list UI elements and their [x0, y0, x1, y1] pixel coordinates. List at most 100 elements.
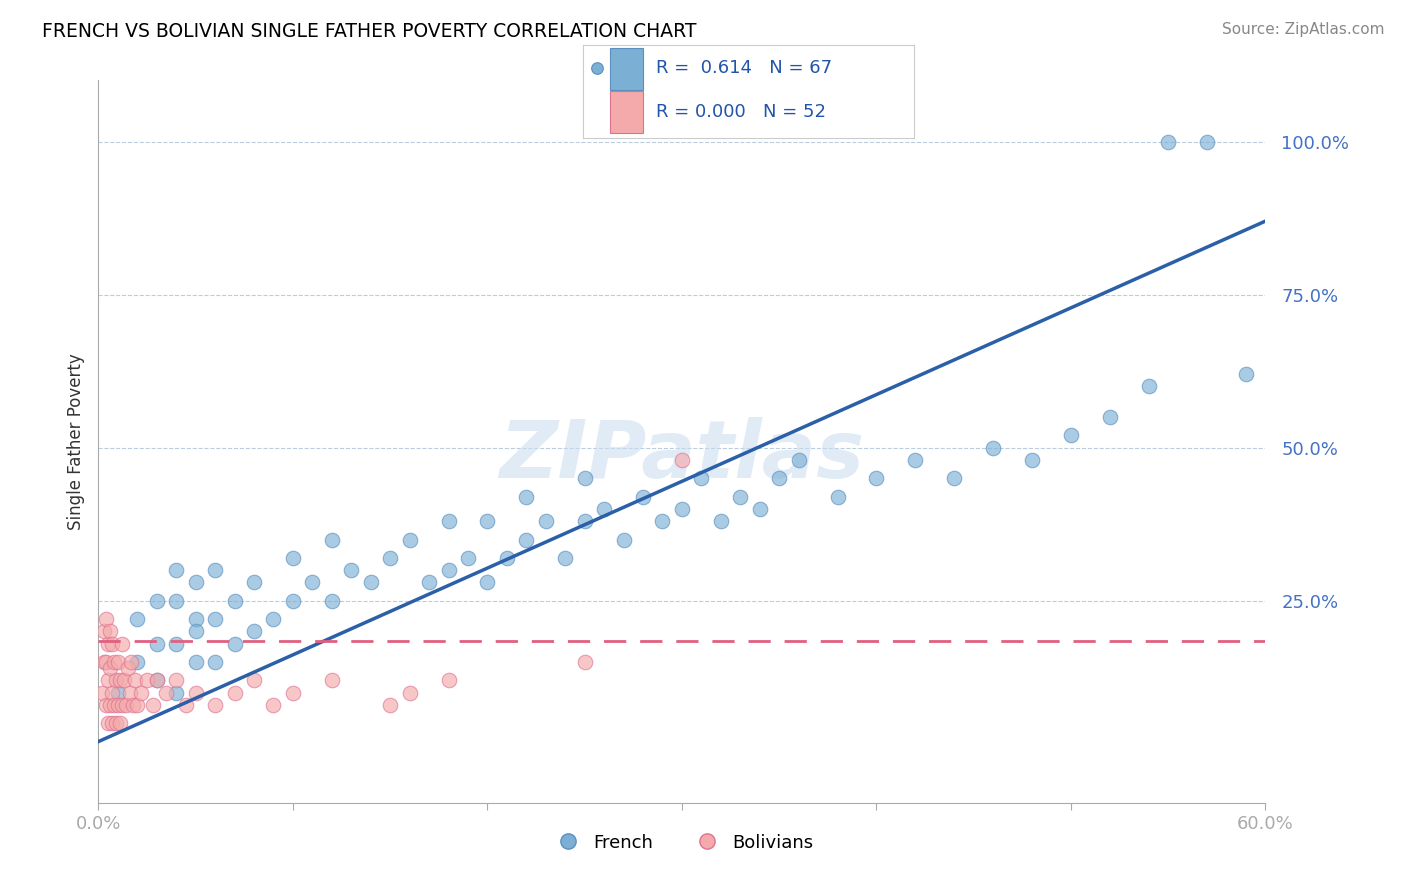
Point — [93, 655, 115, 669]
Point — [554, 550, 576, 565]
Point — [262, 612, 284, 626]
Point — [107, 685, 129, 699]
Point — [418, 575, 440, 590]
Point — [184, 575, 207, 590]
Point — [281, 685, 304, 699]
Y-axis label: Single Father Poverty: Single Father Poverty — [66, 353, 84, 530]
Point — [204, 698, 226, 712]
Point — [574, 514, 596, 528]
Point — [457, 550, 479, 565]
Bar — [610, 92, 643, 133]
Point — [103, 655, 125, 669]
Point — [101, 637, 124, 651]
Point — [96, 655, 118, 669]
Point — [124, 673, 146, 688]
Point — [1137, 379, 1160, 393]
Point — [112, 673, 135, 688]
Point — [224, 637, 246, 651]
Point — [117, 661, 139, 675]
Point — [204, 612, 226, 626]
Point — [184, 624, 207, 639]
Point — [380, 550, 402, 565]
Point — [165, 673, 187, 688]
Point — [165, 593, 187, 607]
Point — [574, 655, 596, 669]
Point — [496, 550, 519, 565]
Point — [437, 563, 460, 577]
Point — [108, 716, 131, 731]
Point — [165, 563, 187, 577]
Point — [98, 624, 121, 639]
Point — [1195, 135, 1218, 149]
Point — [114, 698, 136, 712]
Point — [127, 612, 149, 626]
Point — [243, 575, 266, 590]
Point — [613, 533, 636, 547]
Point — [768, 471, 790, 485]
Point — [321, 673, 343, 688]
Point — [96, 612, 118, 626]
Point — [136, 673, 159, 688]
Point — [204, 655, 226, 669]
Point — [730, 490, 752, 504]
Point — [534, 514, 557, 528]
Point — [104, 716, 127, 731]
Point — [101, 716, 124, 731]
Point — [96, 698, 118, 712]
Point — [1098, 410, 1121, 425]
Point — [787, 453, 810, 467]
Point — [127, 698, 149, 712]
Point — [98, 698, 121, 712]
Point — [184, 685, 207, 699]
Point — [281, 550, 304, 565]
Point — [97, 716, 120, 731]
Point — [97, 637, 120, 651]
Point — [981, 441, 1004, 455]
Point — [671, 502, 693, 516]
Point — [122, 698, 145, 712]
Point — [155, 685, 177, 699]
Point — [1234, 367, 1257, 381]
Point — [321, 533, 343, 547]
Point — [380, 698, 402, 712]
Point — [142, 698, 165, 712]
Point — [748, 502, 770, 516]
Point — [103, 698, 125, 712]
Point — [437, 673, 460, 688]
Point — [97, 673, 120, 688]
Point — [477, 514, 499, 528]
Point — [1021, 453, 1043, 467]
Point — [593, 502, 616, 516]
Point — [165, 685, 187, 699]
Point — [243, 624, 266, 639]
Text: FRENCH VS BOLIVIAN SINGLE FATHER POVERTY CORRELATION CHART: FRENCH VS BOLIVIAN SINGLE FATHER POVERTY… — [42, 22, 697, 41]
Point — [651, 514, 673, 528]
Point — [101, 685, 124, 699]
Point — [121, 655, 143, 669]
Point — [398, 533, 420, 547]
Point — [174, 698, 197, 712]
Point — [118, 685, 141, 699]
Point — [477, 575, 499, 590]
Point — [943, 471, 966, 485]
Point — [398, 685, 420, 699]
Point — [1157, 135, 1180, 149]
Point — [671, 453, 693, 467]
Point — [865, 471, 887, 485]
Point — [146, 673, 169, 688]
Point — [98, 661, 121, 675]
Point — [204, 563, 226, 577]
Point — [340, 563, 363, 577]
Point — [146, 637, 169, 651]
Text: R = 0.000   N = 52: R = 0.000 N = 52 — [657, 103, 827, 121]
Point — [574, 471, 596, 485]
Point — [165, 637, 187, 651]
Point — [129, 685, 152, 699]
Point — [437, 514, 460, 528]
Point — [184, 612, 207, 626]
Point — [111, 637, 134, 651]
Text: R =  0.614   N = 67: R = 0.614 N = 67 — [657, 59, 832, 77]
Point — [146, 673, 169, 688]
Point — [111, 698, 134, 712]
Bar — [610, 48, 643, 89]
